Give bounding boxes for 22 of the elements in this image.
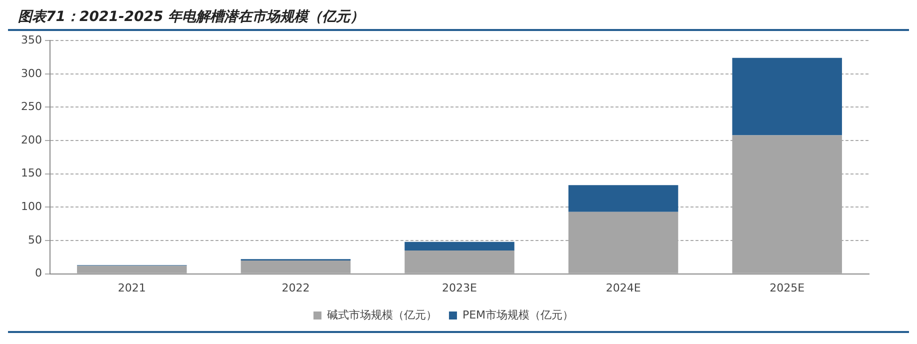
legend-label: PEM市场规模（亿元） xyxy=(462,308,574,322)
x-tick-label: 2022 xyxy=(282,281,310,294)
x-tick-label: 2024E xyxy=(606,281,641,294)
y-tick-label: 0 xyxy=(34,266,42,280)
x-tick-label: 2021 xyxy=(118,281,146,294)
bar xyxy=(77,266,187,274)
x-tick-label: 2023E xyxy=(442,281,478,294)
y-tick-label: 150 xyxy=(20,166,42,180)
y-tick-label: 50 xyxy=(28,233,42,246)
bar xyxy=(404,242,514,250)
bar xyxy=(404,250,514,274)
y-tick-label: 100 xyxy=(20,200,42,214)
y-tick-label: 200 xyxy=(20,133,42,146)
x-tick-label: 2025E xyxy=(770,281,805,294)
legend-label: 碱式市场规模（亿元） xyxy=(326,308,437,322)
y-tick-label: 300 xyxy=(20,66,42,80)
y-tick-label: 250 xyxy=(20,100,42,114)
bar xyxy=(732,58,842,136)
bar xyxy=(240,260,351,274)
y-tick-label: 350 xyxy=(20,33,42,46)
chart-title: 图表71：2021-2025 年电解槽潜在市场规模（亿元） xyxy=(8,8,909,31)
bar xyxy=(568,185,678,212)
